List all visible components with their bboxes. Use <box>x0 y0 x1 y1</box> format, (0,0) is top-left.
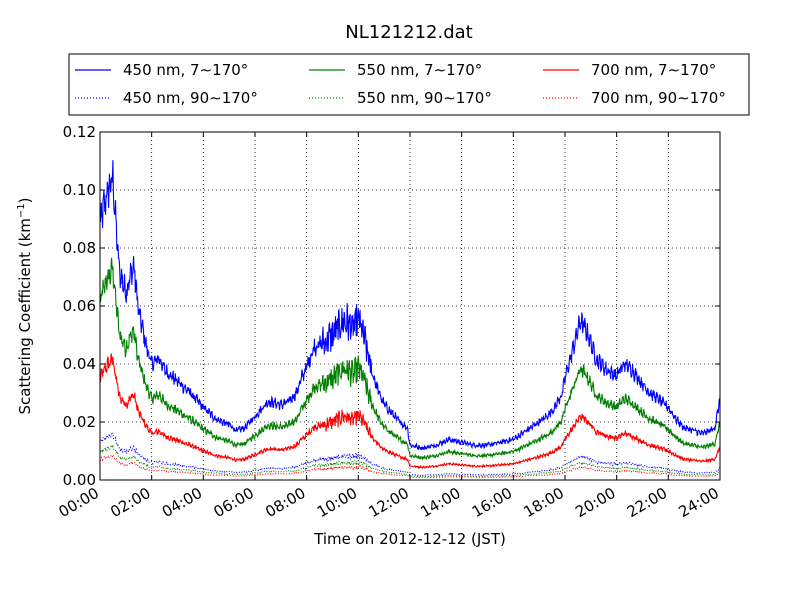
grid <box>100 132 720 480</box>
x-tick-label: 00:00 <box>56 484 102 521</box>
x-tick-label: 18:00 <box>521 484 567 521</box>
x-tick-label: 22:00 <box>624 484 670 521</box>
y-tick-label: 0.10 <box>63 181 96 199</box>
legend-label: 550 nm, 90∼170° <box>357 89 492 107</box>
y-tick-label: 0.02 <box>63 413 96 431</box>
y-tick-label: 0.08 <box>63 239 96 257</box>
x-tick-label: 06:00 <box>211 484 257 521</box>
legend: 450 nm, 7∼170° 550 nm, 7∼170° 700 nm, 7∼17… <box>68 53 750 116</box>
x-tick-label: 16:00 <box>469 484 515 521</box>
y-axis-label: Scattering Coefficient (km−1) <box>16 197 34 414</box>
chart-title: NL121212.dat <box>345 22 472 43</box>
legend-label: 550 nm, 7∼170° <box>357 61 482 79</box>
x-tick-label: 04:00 <box>159 484 205 521</box>
series-line <box>99 353 721 470</box>
y-axis-label-unit-exponent: −1 <box>16 203 27 218</box>
x-tick-label: 08:00 <box>262 484 308 521</box>
x-tick-label: 20:00 <box>572 484 618 521</box>
y-axis-label-main: Scattering Coefficient (km <box>16 218 34 414</box>
series-line <box>99 432 721 477</box>
legend-label: 450 nm, 90∼170° <box>123 89 258 107</box>
series-line <box>99 257 721 461</box>
legend-label: 450 nm, 7∼170° <box>123 61 248 79</box>
y-tick-label: 0.00 <box>63 471 96 489</box>
series-lines <box>99 160 721 479</box>
plot-area: 00:00 02:00 04:00 06:00 08:00 10:00 12:00 14:00… <box>56 123 722 521</box>
legend-label: 700 nm, 90∼170° <box>591 89 726 107</box>
x-axis-label: Time on 2012-12-12 (JST) <box>313 530 506 548</box>
x-tick-label: 24:00 <box>676 484 722 521</box>
y-tick-label: 0.04 <box>63 355 96 373</box>
x-tick-label: 14:00 <box>417 484 463 521</box>
x-tick-label: 02:00 <box>107 484 153 521</box>
legend-label: 700 nm, 7∼170° <box>591 61 716 79</box>
x-tick-label: 12:00 <box>366 484 412 521</box>
legend-box <box>68 53 750 116</box>
series-line <box>99 444 721 478</box>
y-tick-label: 0.12 <box>63 123 96 141</box>
series-line <box>99 160 721 451</box>
x-tick-label: 10:00 <box>314 484 360 521</box>
y-axis-label-close: ) <box>16 197 34 203</box>
y-tick-label: 0.06 <box>63 297 96 315</box>
